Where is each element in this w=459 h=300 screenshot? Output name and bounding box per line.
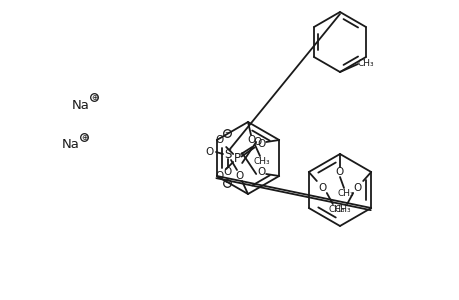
Text: O: O [318,183,326,193]
Text: P: P [233,152,240,164]
Text: O: O [215,135,223,145]
Text: O: O [335,167,343,177]
Text: O: O [252,137,261,147]
Text: ⊕: ⊕ [90,92,97,101]
Text: ⊕: ⊕ [81,133,87,142]
Text: O: O [235,171,244,181]
Text: O: O [247,135,256,145]
Text: CH₃: CH₃ [334,206,351,214]
Text: CH₃: CH₃ [337,190,353,199]
Text: −: − [224,130,230,136]
Text: O: O [257,139,265,149]
Text: Na: Na [62,139,80,152]
Text: O: O [206,147,213,157]
Text: CH₃: CH₃ [328,206,344,214]
Text: O: O [257,167,265,177]
Text: Na: Na [72,98,90,112]
Text: CH₃: CH₃ [253,158,270,166]
Text: −: − [224,180,230,186]
Text: O: O [353,183,360,193]
Text: S: S [224,148,231,160]
Text: CH₃: CH₃ [357,58,374,68]
Text: O: O [215,171,223,181]
Text: O: O [224,167,232,177]
